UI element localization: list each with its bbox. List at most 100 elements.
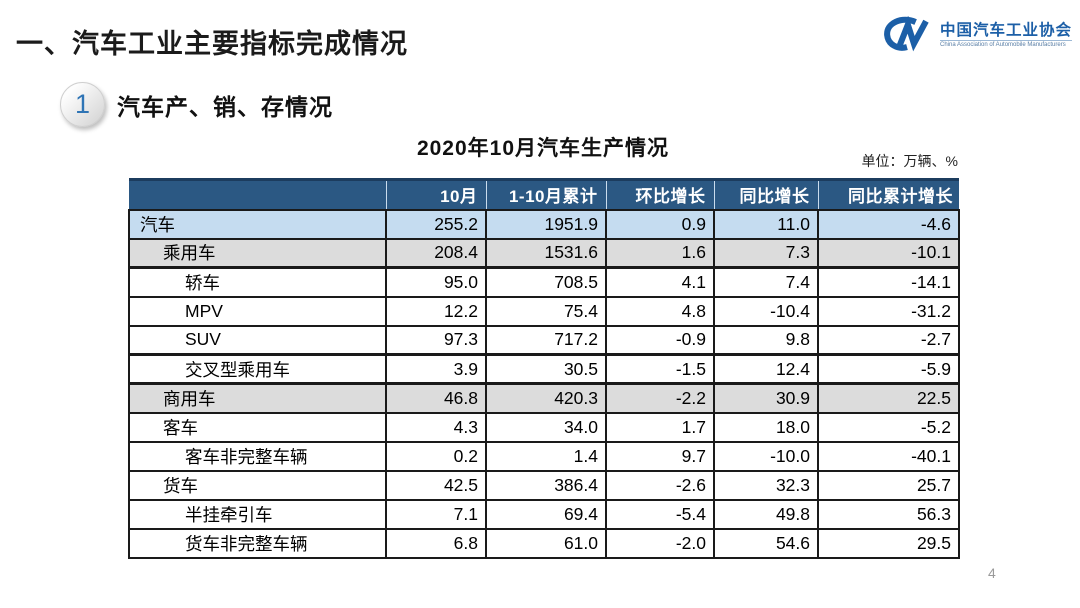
cell-value: 75.4 bbox=[485, 295, 607, 327]
row-label: 交叉型乘用车 bbox=[128, 353, 387, 385]
cell-value: 708.5 bbox=[485, 266, 607, 298]
table-row: SUV 97.3 717.2 -0.9 9.8 -2.7 bbox=[128, 324, 960, 356]
cell-value: -0.9 bbox=[605, 324, 715, 356]
production-table: 10月 1-10月累计 环比增长 同比增长 同比累计增长 汽车 255.2 1951.9 0.… bbox=[128, 178, 960, 559]
cell-value: -10.1 bbox=[817, 237, 960, 269]
cell-value: -14.1 bbox=[817, 266, 960, 298]
column-header: 同比增长 bbox=[713, 178, 818, 210]
cell-value: 4.3 bbox=[385, 411, 487, 443]
cell-value: 4.8 bbox=[605, 295, 715, 327]
cell-value: 1.6 bbox=[605, 237, 715, 269]
header-row: 10月 1-10月累计 环比增长 同比增长 同比累计增长 bbox=[129, 178, 959, 210]
column-header: 环比增长 bbox=[605, 178, 714, 210]
table-row: MPV 12.2 75.4 4.8 -10.4 -31.2 bbox=[128, 295, 960, 327]
cell-value: 97.3 bbox=[385, 324, 487, 356]
row-label: 半挂牵引车 bbox=[128, 498, 387, 530]
section-header: 1 汽车产、销、存情况 bbox=[60, 82, 333, 127]
cell-value: -2.2 bbox=[605, 382, 715, 414]
table-row: 轿车 95.0 708.5 4.1 7.4 -14.1 bbox=[128, 266, 960, 298]
cell-value: 4.1 bbox=[605, 266, 715, 298]
cell-value: 1531.6 bbox=[485, 237, 607, 269]
cell-value: 9.7 bbox=[605, 440, 715, 472]
table-row: 半挂牵引车 7.1 69.4 -5.4 49.8 56.3 bbox=[128, 498, 960, 530]
cell-value: 22.5 bbox=[817, 382, 960, 414]
cell-value: 0.9 bbox=[605, 208, 715, 240]
cell-value: 7.3 bbox=[713, 237, 819, 269]
cell-value: 12.4 bbox=[713, 353, 819, 385]
table-row: 交叉型乘用车 3.9 30.5 -1.5 12.4 -5.9 bbox=[128, 353, 960, 385]
column-header: 1-10月累计 bbox=[485, 178, 606, 210]
cell-value: 1951.9 bbox=[485, 208, 607, 240]
cell-value: 54.6 bbox=[713, 527, 819, 559]
cell-value: 208.4 bbox=[385, 237, 487, 269]
table-row: 客车非完整车辆 0.2 1.4 9.7 -10.0 -40.1 bbox=[128, 440, 960, 472]
cell-value: 25.7 bbox=[817, 469, 960, 501]
logo-name-cn: 中国汽车工业协会 bbox=[939, 22, 1072, 41]
section-number-badge: 1 bbox=[60, 82, 105, 127]
production-table-wrap: 10月 1-10月累计 环比增长 同比增长 同比累计增长 汽车 255.2 1951.9 0.… bbox=[128, 178, 960, 559]
page-number: 4 bbox=[988, 565, 996, 581]
row-label: MPV bbox=[128, 295, 387, 327]
cell-value: 30.5 bbox=[485, 353, 607, 385]
row-label: 客车非完整车辆 bbox=[128, 440, 387, 472]
cell-value: 1.4 bbox=[485, 440, 607, 472]
cell-value: 3.9 bbox=[385, 353, 487, 385]
row-label: 货车 bbox=[128, 469, 387, 501]
column-header bbox=[129, 178, 386, 210]
table-row: 客车 4.3 34.0 1.7 18.0 -5.2 bbox=[128, 411, 960, 443]
cell-value: 420.3 bbox=[485, 382, 607, 414]
unit-label: 单位：万辆、% bbox=[861, 153, 958, 169]
row-label: 客车 bbox=[128, 411, 387, 443]
cell-value: 6.8 bbox=[385, 527, 487, 559]
logo-text: 中国汽车工业协会 China Association of Automobile… bbox=[939, 22, 1072, 49]
caam-logo: 中国汽车工业协会 China Association of Automobile… bbox=[881, 16, 1072, 54]
cell-value: 49.8 bbox=[713, 498, 819, 530]
table-header: 10月 1-10月累计 环比增长 同比增长 同比累计增长 bbox=[129, 178, 959, 210]
cell-value: 95.0 bbox=[385, 266, 487, 298]
cell-value: -5.2 bbox=[817, 411, 960, 443]
cell-value: -10.0 bbox=[713, 440, 819, 472]
page-title: 一、汽车工业主要指标完成情况 bbox=[16, 29, 408, 59]
column-header: 10月 bbox=[385, 178, 486, 210]
cell-value: 7.4 bbox=[713, 266, 819, 298]
cell-value: 46.8 bbox=[385, 382, 487, 414]
cell-value: -2.6 bbox=[605, 469, 715, 501]
cell-value: 30.9 bbox=[713, 382, 819, 414]
cell-value: 12.2 bbox=[385, 295, 487, 327]
table-body: 汽车 255.2 1951.9 0.9 11.0 -4.6 乘用车 208.4 1531.6 1.… bbox=[128, 208, 960, 559]
row-label: SUV bbox=[128, 324, 387, 356]
cell-value: 34.0 bbox=[485, 411, 607, 443]
cell-value: -2.0 bbox=[605, 527, 715, 559]
table-row: 乘用车 208.4 1531.6 1.6 7.3 -10.1 bbox=[128, 237, 960, 269]
cell-value: -2.7 bbox=[817, 324, 960, 356]
cell-value: 61.0 bbox=[485, 527, 607, 559]
row-label: 货车非完整车辆 bbox=[128, 527, 387, 559]
cell-value: 18.0 bbox=[713, 411, 819, 443]
cell-value: 386.4 bbox=[485, 469, 607, 501]
cell-value: -1.5 bbox=[605, 353, 715, 385]
cell-value: 42.5 bbox=[385, 469, 487, 501]
table-row: 汽车 255.2 1951.9 0.9 11.0 -4.6 bbox=[128, 208, 960, 240]
cm-logo-icon bbox=[884, 16, 929, 52]
cell-value: 9.8 bbox=[713, 324, 819, 356]
cell-value: -31.2 bbox=[817, 295, 960, 327]
cell-value: -10.4 bbox=[713, 295, 819, 327]
table-row: 商用车 46.8 420.3 -2.2 30.9 22.5 bbox=[128, 382, 960, 414]
column-header: 同比累计增长 bbox=[817, 178, 959, 210]
cell-value: 11.0 bbox=[713, 208, 819, 240]
cell-value: 7.1 bbox=[385, 498, 487, 530]
table-title: 2020年10月汽车生产情况 bbox=[416, 137, 670, 160]
cell-value: -5.4 bbox=[605, 498, 715, 530]
logo-name-en: China Association of Automobile Manufact… bbox=[939, 41, 1066, 48]
cell-value: 717.2 bbox=[485, 324, 607, 356]
cell-value: -4.6 bbox=[817, 208, 960, 240]
row-label: 乘用车 bbox=[128, 237, 387, 269]
row-label: 轿车 bbox=[128, 266, 387, 298]
cell-value: 69.4 bbox=[485, 498, 607, 530]
cell-value: 32.3 bbox=[713, 469, 819, 501]
row-label: 商用车 bbox=[128, 382, 387, 414]
row-label: 汽车 bbox=[128, 208, 387, 240]
section-title: 汽车产、销、存情况 bbox=[117, 93, 333, 120]
cell-value: 255.2 bbox=[385, 208, 487, 240]
